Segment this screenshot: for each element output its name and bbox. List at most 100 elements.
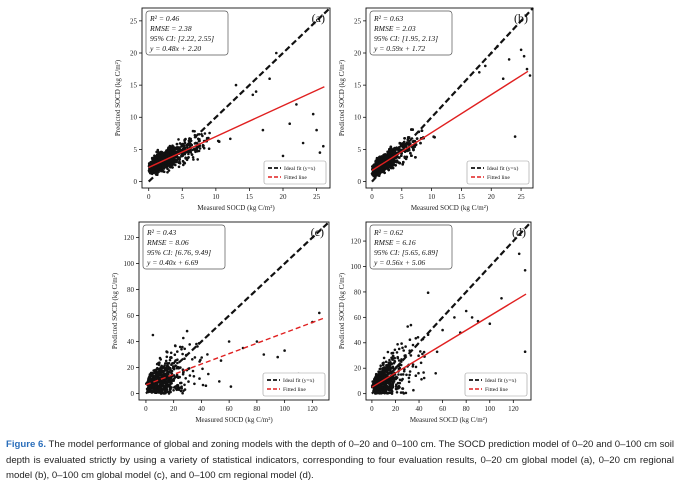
data-point xyxy=(187,150,191,154)
data-point xyxy=(171,166,174,169)
x-tick-label: 0 xyxy=(144,405,148,413)
data-point xyxy=(402,140,406,144)
data-point xyxy=(169,351,173,355)
data-point xyxy=(155,168,159,172)
data-point xyxy=(203,132,207,135)
data-point xyxy=(379,364,383,368)
x-tick-label: 40 xyxy=(416,405,424,413)
data-point xyxy=(401,391,405,394)
caption-text: The model performance of global and zoni… xyxy=(6,439,675,481)
data-point xyxy=(377,157,381,161)
x-tick-label: 100 xyxy=(279,405,290,413)
data-point xyxy=(519,48,523,52)
data-point xyxy=(185,143,189,147)
data-point xyxy=(412,388,415,392)
data-point xyxy=(388,358,391,362)
stats-box xyxy=(369,10,453,56)
data-point xyxy=(394,148,398,151)
data-point xyxy=(388,382,391,386)
data-point xyxy=(392,361,396,365)
data-point xyxy=(281,154,285,158)
data-point xyxy=(219,359,223,362)
data-point xyxy=(227,340,231,343)
data-point xyxy=(170,386,173,389)
data-point xyxy=(383,385,387,388)
data-point xyxy=(181,142,185,146)
data-point xyxy=(397,367,401,371)
data-point xyxy=(435,350,439,354)
data-point xyxy=(176,375,179,378)
x-tick-label: 100 xyxy=(485,405,496,413)
stats-line: 95% CI: [2.22, 2.55] xyxy=(150,34,214,43)
data-point xyxy=(176,358,179,362)
data-point xyxy=(422,376,426,380)
y-axis-label: Predicted SOCD (kg C/m²) xyxy=(114,59,122,136)
axes-frame xyxy=(138,221,330,401)
data-point xyxy=(318,151,322,154)
data-point xyxy=(165,382,168,386)
x-tick-label: 80 xyxy=(463,405,471,413)
data-point xyxy=(196,158,199,161)
x-tick-label: 20 xyxy=(280,193,288,201)
y-tick-label: 0 xyxy=(134,178,138,186)
data-point xyxy=(406,141,409,144)
data-point xyxy=(171,152,175,156)
data-point xyxy=(195,147,199,150)
data-point xyxy=(406,149,409,153)
data-point xyxy=(379,370,382,374)
data-point xyxy=(385,381,389,384)
data-point xyxy=(396,381,400,385)
y-axis-label: Predicted SOCD (kg C/m²) xyxy=(111,272,119,349)
data-point xyxy=(178,142,182,145)
data-point xyxy=(395,387,398,391)
data-point xyxy=(184,377,187,380)
data-point xyxy=(178,146,181,149)
data-point xyxy=(391,164,395,167)
x-tick-label: 10 xyxy=(428,193,436,201)
data-point xyxy=(208,131,211,135)
stats-line: 95% CI: [5.65, 6.89] xyxy=(374,248,438,257)
legend-fitted-label: Fitted line xyxy=(485,387,508,393)
x-tick-label: 15 xyxy=(458,193,466,201)
y-tick-label: 100 xyxy=(351,263,362,271)
data-point xyxy=(190,153,194,156)
y-tick-label: 0 xyxy=(131,390,135,398)
stats-line: RMSE = 2.38 xyxy=(149,24,192,33)
data-point xyxy=(165,350,168,353)
x-tick-label: 15 xyxy=(246,193,254,201)
data-point xyxy=(394,164,397,167)
data-point xyxy=(193,356,197,359)
data-point xyxy=(161,169,165,173)
data-point xyxy=(402,160,405,164)
data-point xyxy=(154,387,157,391)
data-point xyxy=(178,345,182,349)
data-point xyxy=(178,386,181,390)
panel-label: (d) xyxy=(512,225,526,239)
data-point xyxy=(407,136,411,139)
data-point xyxy=(176,350,179,353)
x-axis-label: Measured SOCD (kg C/m²) xyxy=(411,204,489,212)
data-point xyxy=(401,163,405,166)
data-point xyxy=(315,128,318,132)
panel-label: (c) xyxy=(311,225,324,239)
data-point xyxy=(163,364,166,367)
data-point xyxy=(388,163,391,166)
data-point xyxy=(183,388,187,391)
data-point xyxy=(288,122,292,125)
data-point xyxy=(419,141,422,145)
data-point xyxy=(488,322,492,326)
data-point xyxy=(394,376,397,380)
data-point xyxy=(254,90,258,93)
data-point xyxy=(197,145,200,149)
data-point xyxy=(395,351,399,354)
data-point xyxy=(158,390,161,394)
data-point xyxy=(390,154,393,158)
data-point xyxy=(387,168,391,172)
data-point xyxy=(169,356,173,359)
data-point xyxy=(500,297,503,300)
data-point xyxy=(441,328,444,332)
stats-line: RMSE = 6.16 xyxy=(373,238,416,247)
data-point xyxy=(404,345,407,348)
data-point xyxy=(153,368,157,372)
